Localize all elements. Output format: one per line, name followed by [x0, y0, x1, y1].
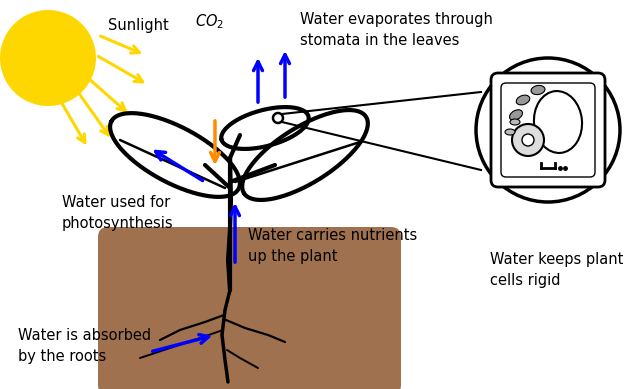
- FancyBboxPatch shape: [491, 73, 605, 187]
- FancyBboxPatch shape: [98, 227, 401, 389]
- Ellipse shape: [510, 119, 520, 125]
- Text: Water is absorbed
by the roots: Water is absorbed by the roots: [18, 328, 151, 364]
- Circle shape: [476, 58, 620, 202]
- Text: Water evaporates through
stomata in the leaves: Water evaporates through stomata in the …: [300, 12, 493, 48]
- Text: $CO_2$: $CO_2$: [195, 12, 224, 31]
- Ellipse shape: [516, 95, 530, 105]
- Ellipse shape: [509, 110, 522, 120]
- Circle shape: [522, 134, 534, 146]
- Text: Water carries nutrients
up the plant: Water carries nutrients up the plant: [248, 228, 417, 264]
- Text: Water used for
photosynthesis: Water used for photosynthesis: [62, 195, 173, 231]
- Ellipse shape: [534, 91, 582, 153]
- Text: Water keeps plant
cells rigid: Water keeps plant cells rigid: [490, 252, 623, 288]
- Text: Sunlight: Sunlight: [108, 18, 169, 33]
- Circle shape: [0, 10, 96, 106]
- Ellipse shape: [505, 129, 515, 135]
- Circle shape: [273, 113, 283, 123]
- Circle shape: [512, 124, 544, 156]
- Ellipse shape: [531, 86, 545, 95]
- FancyBboxPatch shape: [501, 83, 595, 177]
